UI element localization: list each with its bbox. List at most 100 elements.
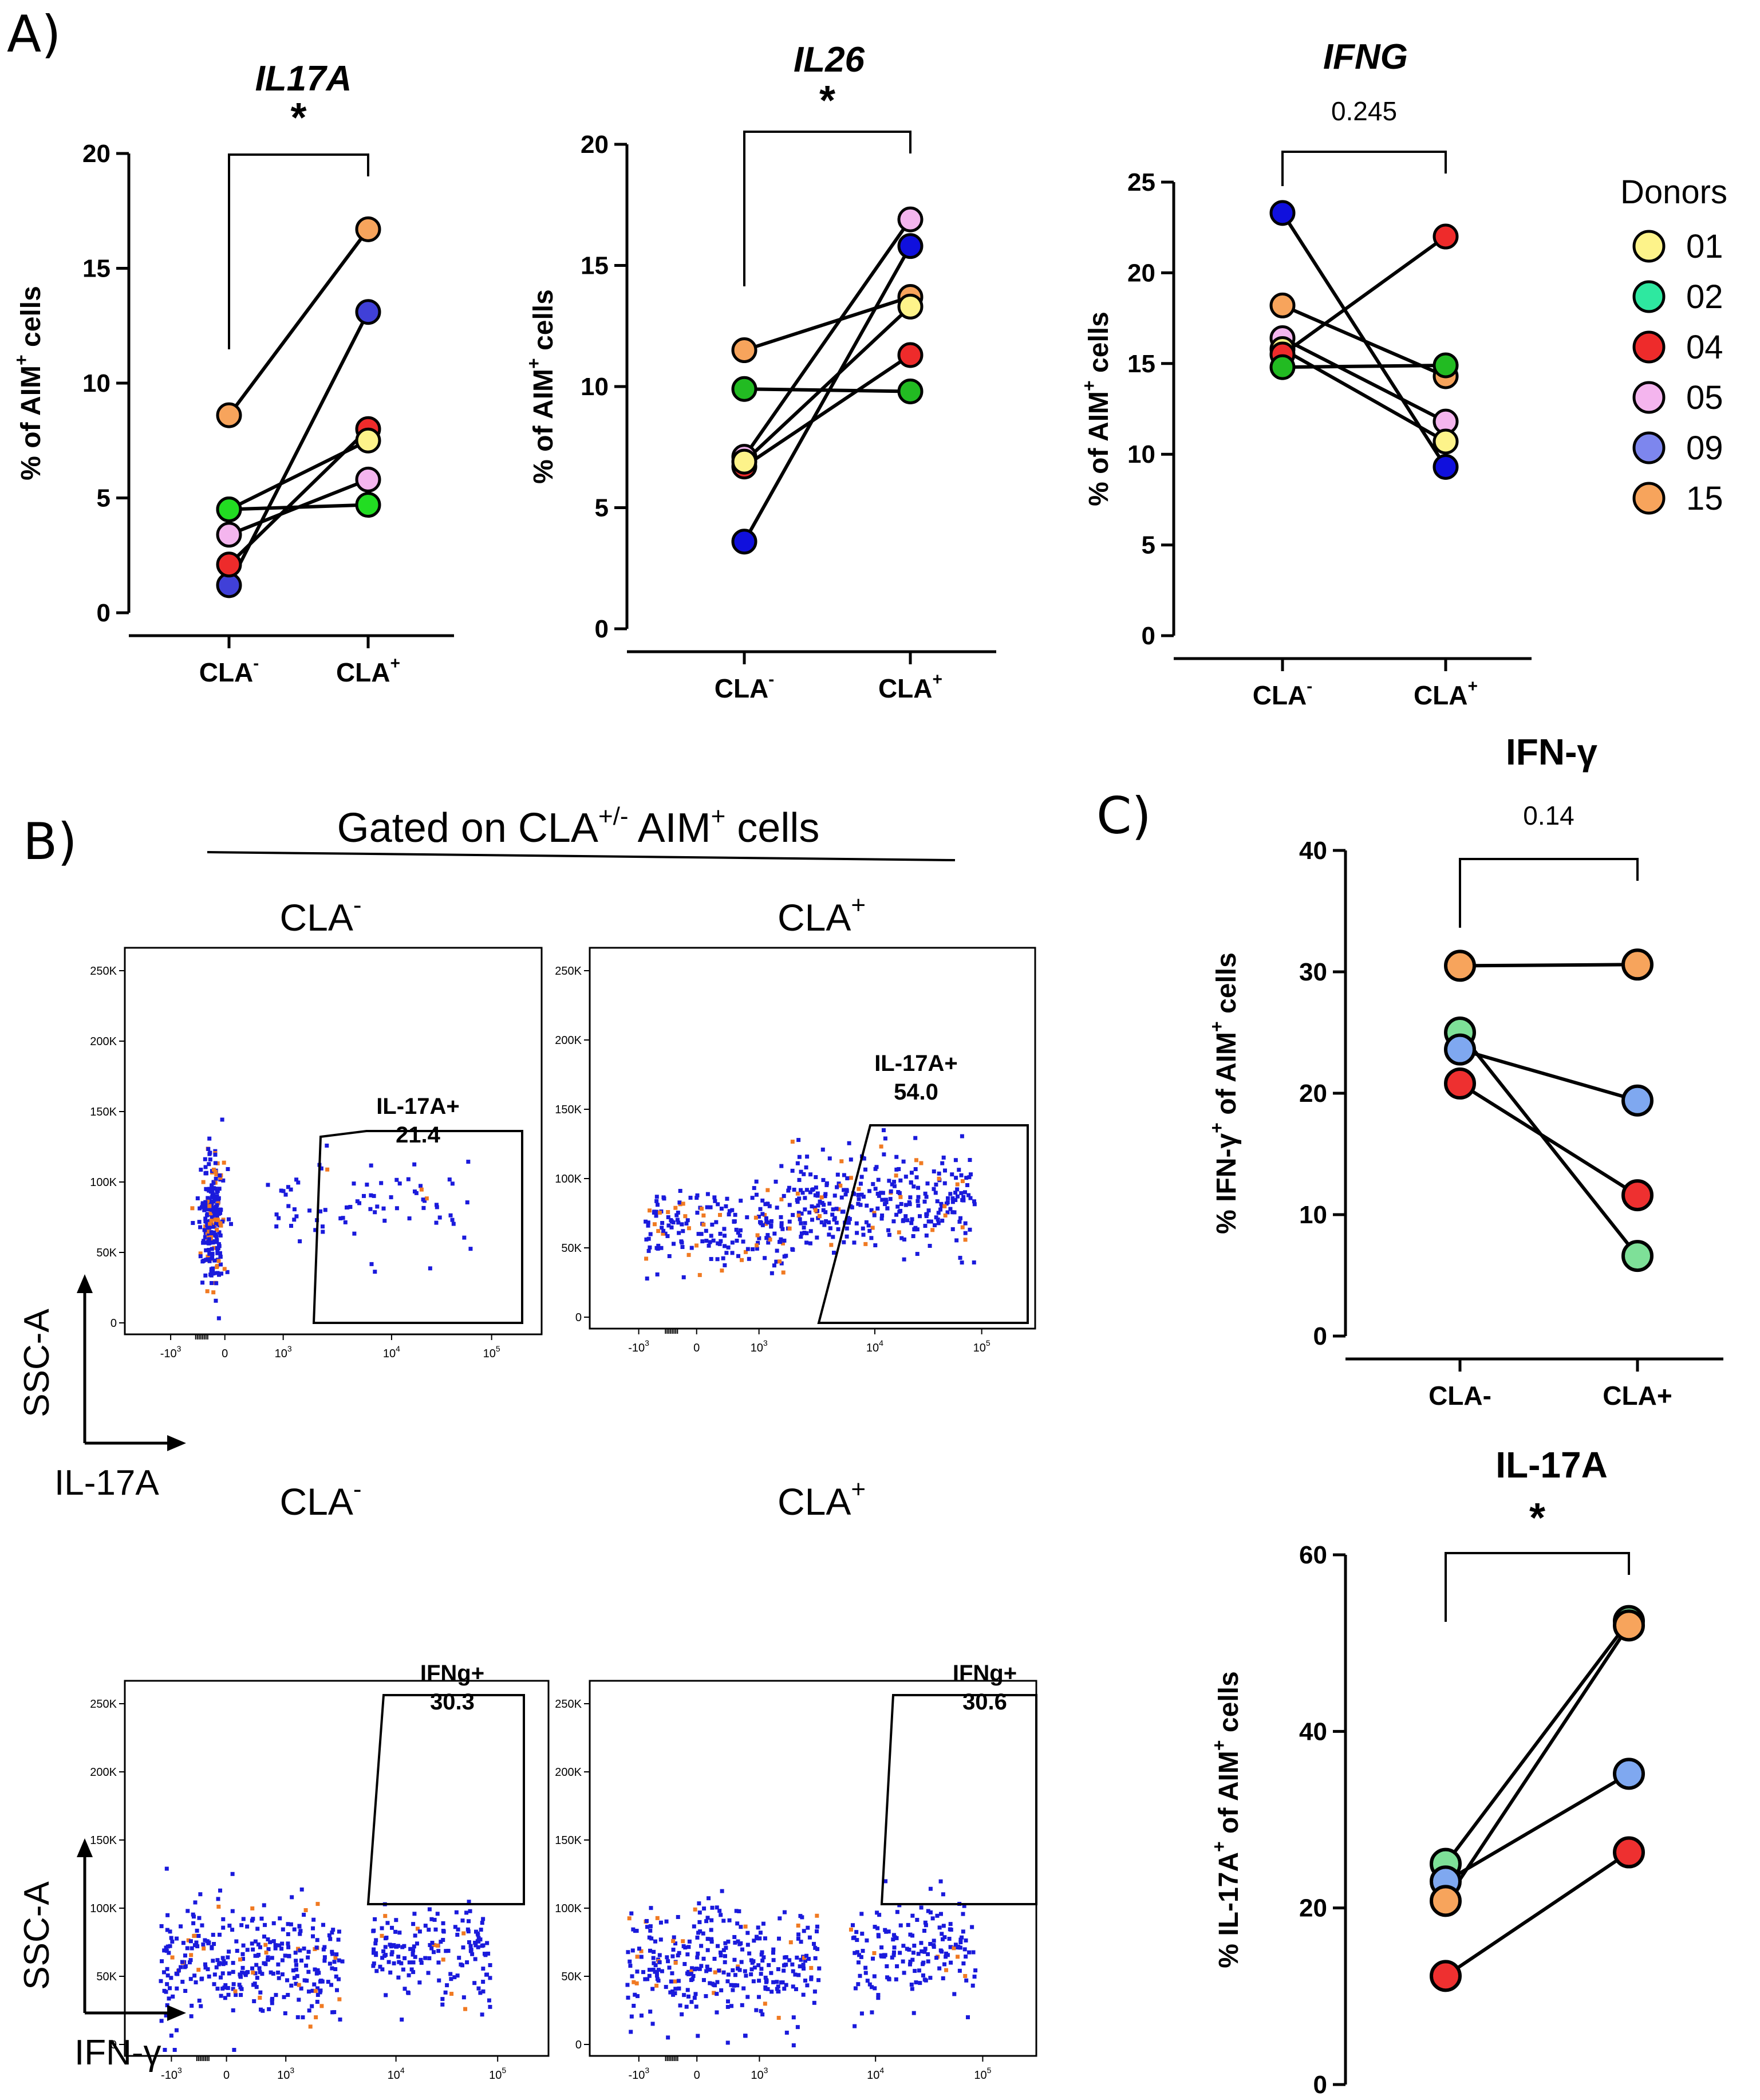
flow-event-dot <box>786 1188 791 1193</box>
flow-event-dot <box>444 1949 448 1953</box>
flow-y-tick-label: 200K <box>555 1766 582 1779</box>
flow-event-dot <box>811 1187 815 1192</box>
flow-event-dot <box>258 1970 262 1975</box>
flow-event-dot <box>898 1208 903 1213</box>
flow-event-dot <box>701 1931 705 1936</box>
flow-event-dot <box>853 1951 857 1955</box>
flow-event-dot <box>709 1939 714 1944</box>
flow-event-dot <box>168 1929 172 1934</box>
flow-event-dot <box>212 1982 216 1987</box>
flow-event-dot <box>205 1939 210 1944</box>
flow-event-dot <box>938 1879 943 1884</box>
flow-event-dot <box>676 1211 680 1215</box>
flow-event-dot <box>219 1271 224 1276</box>
flow-event-dot <box>406 1991 411 1995</box>
flow-event-dot <box>386 1960 391 1964</box>
flow-event-dot <box>740 1258 744 1262</box>
flow-event-dot <box>914 1980 918 1985</box>
flow-event-dot <box>198 1225 203 1230</box>
flow-event-dot <box>700 1207 704 1211</box>
flow-event-dot <box>220 1956 225 1960</box>
flow-event-dot <box>214 1281 219 1286</box>
flow-event-dot <box>688 1195 693 1200</box>
flow-event-dot <box>737 1909 741 1913</box>
flow-event-dot <box>705 1948 710 1952</box>
donor-01-point <box>897 293 924 320</box>
flow-event-dot <box>659 1246 664 1250</box>
flow-event-dot <box>226 1985 230 1990</box>
flow-event-dot <box>854 1930 859 1934</box>
flow-event-dot <box>780 1980 785 1985</box>
flow-event-dot <box>719 1207 724 1211</box>
flow-event-dot <box>932 1187 936 1191</box>
flow-event-dot <box>299 1958 303 1963</box>
flow-event-dot <box>778 1916 782 1921</box>
flow-event-dot <box>198 1892 203 1897</box>
flow-event-dot <box>787 1185 791 1190</box>
flow-event-dot <box>815 1191 820 1196</box>
flow-event-dot <box>211 1933 215 1937</box>
flow-event-dot <box>450 1181 455 1186</box>
flow-event-dot <box>434 1220 439 1225</box>
flow-event-dot <box>842 1188 846 1192</box>
flow-y-tick-label: 250K <box>90 1698 117 1711</box>
flow-event-dot <box>480 2012 484 2017</box>
flow-event-dot <box>813 1956 818 1960</box>
flow-event-dot <box>281 1189 286 1193</box>
flow-event-dot <box>215 1271 220 1275</box>
flow-event-dot <box>401 1967 405 1972</box>
flow-event-dot <box>807 1210 812 1215</box>
flow-event-dot <box>856 1960 861 1965</box>
flow-event-dot <box>313 1228 318 1232</box>
flow-event-dot <box>408 1947 413 1951</box>
flow-event-dot <box>924 1212 929 1217</box>
flow-event-dot <box>804 1240 809 1245</box>
flow-event-dot <box>310 1988 315 1993</box>
flow-event-dot <box>695 1935 700 1940</box>
flow-condition-title: CLA- <box>279 1475 361 1523</box>
flow-y-tick-label: 250K <box>555 1698 582 1711</box>
flow-event-dot <box>869 1236 874 1240</box>
flow-event-dot <box>255 1926 260 1931</box>
flow-event-dot <box>950 1210 955 1215</box>
flow-event-dot <box>863 1242 868 1246</box>
flow-event-dot <box>208 1211 213 1216</box>
flow-event-dot <box>958 1216 963 1220</box>
flow-event-dot <box>476 1986 481 1991</box>
flow-event-dot <box>720 1889 724 1893</box>
flow-event-dot <box>393 1929 398 1934</box>
flow-event-dot <box>867 1982 872 1987</box>
flow-event-dot <box>632 1980 636 1984</box>
flow-event-dot <box>407 1973 411 1977</box>
flow-event-dot <box>778 1259 782 1264</box>
flow-event-dot <box>254 1985 259 1989</box>
flow-event-dot <box>646 1223 650 1228</box>
flow-event-dot <box>337 1997 342 2001</box>
significance-bracket <box>743 131 911 286</box>
flow-event-dot <box>203 1235 207 1239</box>
flow-event-dot <box>283 1953 287 1958</box>
flow-event-dot <box>268 1940 273 1944</box>
flow-event-dot <box>383 1945 388 1949</box>
flow-event-dot <box>850 1923 855 1928</box>
flow-event-dot <box>787 1226 792 1231</box>
flow-event-dot <box>234 1939 239 1944</box>
flow-event-dot <box>937 1925 942 1930</box>
flow-event-dot <box>942 1935 947 1940</box>
flow-event-dot <box>705 1916 710 1920</box>
flow-event-dot <box>223 1961 228 1965</box>
flow-event-dot <box>849 1157 853 1162</box>
flow-event-dot <box>207 1226 212 1230</box>
x-axis-name-ifng: IFN-γ <box>74 2033 161 2073</box>
flow-event-dot <box>390 1950 394 1955</box>
flow-event-dot <box>814 1175 818 1179</box>
flow-event-dot <box>919 1905 924 1910</box>
flow-event-dot <box>216 1246 220 1251</box>
flow-event-dot <box>635 1994 640 1999</box>
flow-event-dot <box>215 1199 220 1203</box>
significance-bracket <box>1281 151 1447 186</box>
flow-event-dot <box>835 1185 839 1189</box>
flow-event-dot <box>797 1177 802 1182</box>
flow-event-dot <box>744 1973 748 1978</box>
